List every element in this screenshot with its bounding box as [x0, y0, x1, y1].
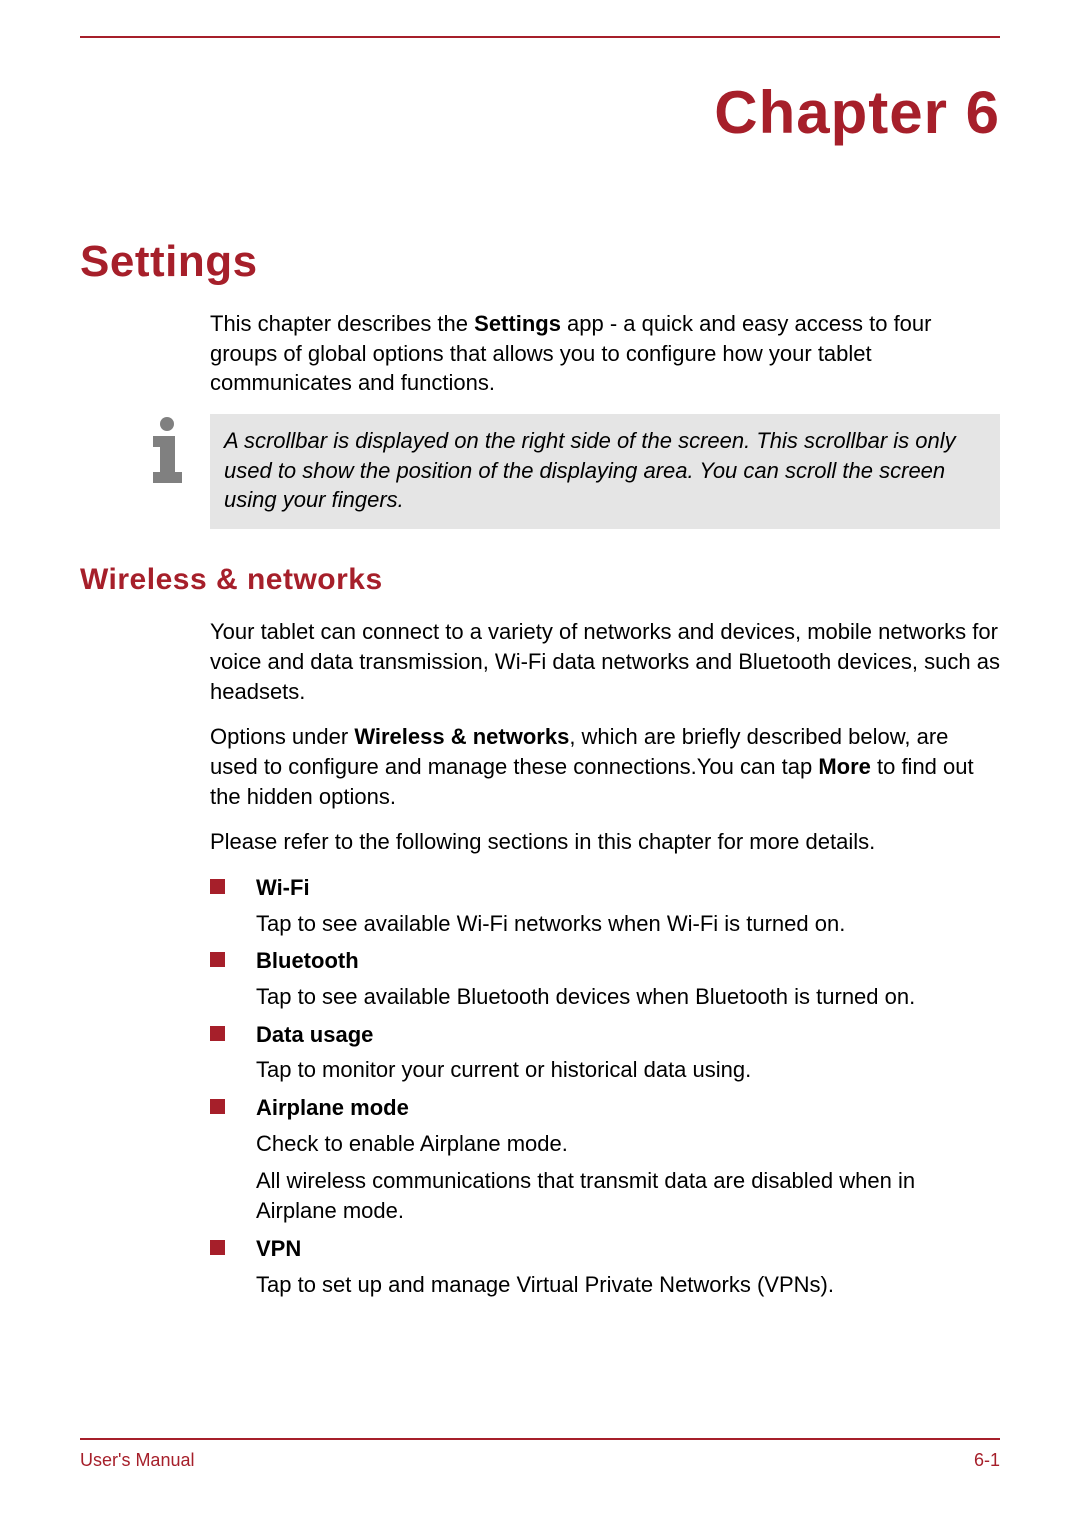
list-item-label: Bluetooth	[256, 946, 1000, 976]
wireless-bullet-list: Wi-Fi Tap to see available Wi-Fi networks…	[210, 873, 1000, 1299]
page-content: Chapter 6 Settings This chapter describe…	[0, 0, 1080, 1299]
list-item-desc: Tap to monitor your current or historica…	[256, 1055, 1000, 1085]
wireless-para3: Please refer to the following sections i…	[210, 827, 1000, 857]
chapter-label: Chapter 6	[80, 78, 1000, 147]
list-item: Data usage Tap to monitor your current or…	[210, 1020, 1000, 1085]
list-item: Wi-Fi Tap to see available Wi-Fi networks…	[210, 873, 1000, 938]
wireless-para2-bold2: More	[818, 754, 871, 779]
intro-bold: Settings	[474, 311, 561, 336]
info-box-text: A scrollbar is displayed on the right si…	[210, 414, 1000, 529]
section-title: Settings	[80, 237, 1000, 287]
wireless-para2-bold1: Wireless & networks	[354, 724, 569, 749]
info-icon	[140, 414, 194, 490]
subsection-wireless-title: Wireless & networks	[80, 563, 1000, 597]
intro-paragraph: This chapter describes the Settings app …	[210, 309, 1000, 398]
wireless-para1: Your tablet can connect to a variety of …	[210, 617, 1000, 706]
list-item: VPN Tap to set up and manage Virtual Priv…	[210, 1234, 1000, 1299]
list-item-desc: Tap to see available Bluetooth devices w…	[256, 982, 1000, 1012]
list-item: Airplane mode Check to enable Airplane mo…	[210, 1093, 1000, 1226]
footer-right: 6-1	[974, 1450, 1000, 1471]
list-item-label: Airplane mode	[256, 1093, 1000, 1123]
wireless-para2: Options under Wireless & networks, which…	[210, 722, 1000, 811]
wireless-para2-pre: Options under	[210, 724, 354, 749]
info-note: A scrollbar is displayed on the right si…	[140, 414, 1000, 529]
list-item-desc: Tap to set up and manage Virtual Private…	[256, 1270, 1000, 1300]
list-item-desc: All wireless communications that transmi…	[256, 1166, 1000, 1225]
list-item-desc: Tap to see available Wi-Fi networks when…	[256, 909, 1000, 939]
footer-left: User's Manual	[80, 1450, 194, 1471]
list-item-label: VPN	[256, 1234, 1000, 1264]
list-item-label: Data usage	[256, 1020, 1000, 1050]
top-rule	[80, 36, 1000, 38]
list-item: Bluetooth Tap to see available Bluetooth …	[210, 946, 1000, 1011]
page-footer: User's Manual 6-1	[80, 1438, 1000, 1471]
list-item-desc: Check to enable Airplane mode.	[256, 1129, 1000, 1159]
list-item-label: Wi-Fi	[256, 873, 1000, 903]
intro-pre: This chapter describes the	[210, 311, 474, 336]
